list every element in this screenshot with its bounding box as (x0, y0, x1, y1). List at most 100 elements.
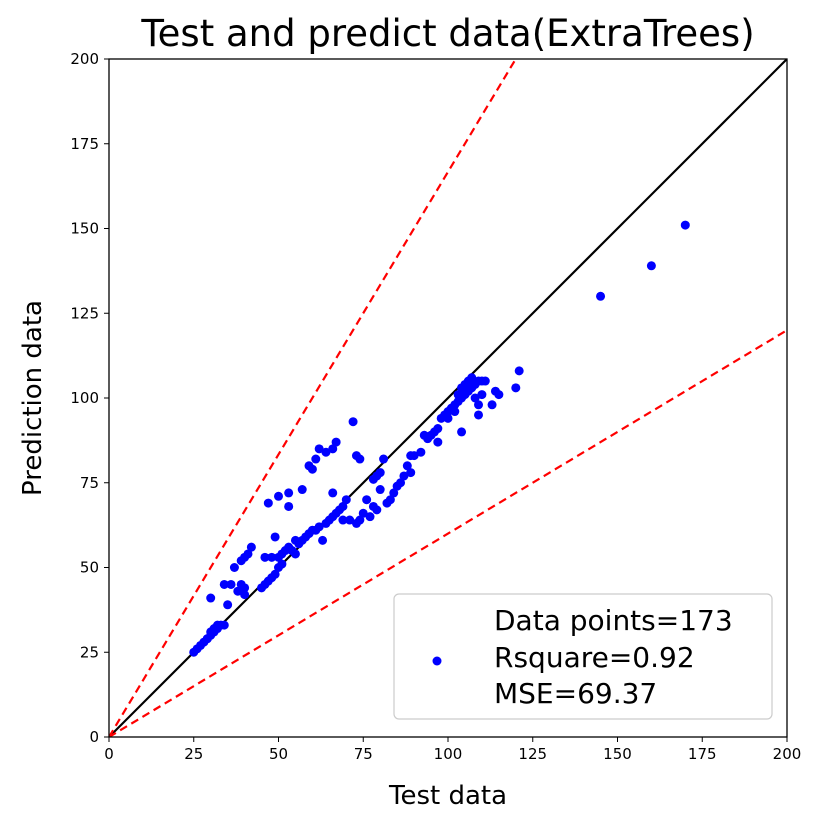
data-point (206, 593, 216, 603)
data-point (372, 505, 382, 515)
data-point (226, 579, 236, 589)
data-point (219, 579, 229, 589)
data-point (311, 454, 321, 464)
data-point (263, 498, 273, 508)
data-point (433, 437, 443, 447)
data-point (379, 454, 389, 464)
y-tick-label: 75 (80, 474, 99, 492)
data-point (402, 461, 412, 471)
chart-title: Test and predict data(ExtraTrees) (140, 12, 754, 55)
data-point (290, 549, 300, 559)
data-points (189, 220, 690, 657)
data-point (240, 583, 250, 593)
data-point (511, 383, 521, 393)
data-point (355, 515, 365, 525)
x-tick-label: 200 (773, 745, 802, 763)
data-point (277, 559, 287, 569)
y-tick-label: 200 (70, 50, 99, 68)
y-tick-label: 25 (80, 643, 99, 661)
data-point (365, 512, 375, 522)
data-point (596, 291, 606, 301)
legend-box (393, 593, 773, 720)
x-tick-label: 0 (104, 745, 114, 763)
data-point (331, 437, 341, 447)
data-point (474, 410, 484, 420)
data-point (338, 515, 348, 525)
y-tick-label: 150 (70, 220, 99, 238)
data-point (267, 552, 277, 562)
x-tick-label: 25 (184, 745, 203, 763)
data-point (328, 488, 338, 498)
data-point (270, 569, 280, 579)
y-tick-label: 0 (89, 728, 99, 746)
data-point (229, 563, 239, 572)
data-point (416, 447, 426, 457)
data-point (467, 373, 477, 383)
x-tick-label: 175 (688, 745, 717, 763)
data-point (396, 478, 406, 488)
data-point (321, 447, 331, 457)
data-point (433, 424, 443, 434)
data-point (290, 535, 300, 545)
data-point (246, 542, 256, 552)
data-point (338, 501, 348, 511)
data-point (348, 417, 358, 427)
data-point (260, 552, 270, 562)
data-point (297, 485, 307, 495)
data-point (240, 590, 250, 600)
lower-bound-line (109, 329, 787, 737)
x-tick-label: 100 (434, 745, 463, 763)
legend-line-2: Rsquare=0.92 (494, 641, 695, 674)
legend-marker (432, 656, 442, 666)
data-point (358, 508, 368, 518)
data-point (474, 400, 484, 410)
data-point (314, 444, 324, 454)
data-point (646, 261, 656, 271)
data-point (470, 393, 480, 403)
y-tick-label: 125 (70, 304, 99, 322)
y-tick-label: 100 (70, 389, 99, 407)
data-point (274, 491, 283, 501)
data-point (514, 366, 524, 376)
data-point (355, 454, 365, 464)
data-point (399, 471, 409, 481)
data-point (409, 451, 419, 461)
data-point (457, 427, 467, 437)
plot-area (109, 59, 787, 737)
data-point (341, 495, 351, 505)
data-point (223, 600, 233, 610)
data-point (453, 390, 463, 400)
plot-frame (108, 58, 788, 738)
data-point (328, 444, 338, 454)
data-point (314, 522, 324, 532)
data-point (406, 468, 416, 478)
data-point (307, 464, 317, 474)
x-tick-label: 50 (269, 745, 288, 763)
data-point (389, 488, 399, 498)
y-tick-label: 175 (70, 135, 99, 153)
legend-line-3: MSE=69.37 (494, 677, 657, 710)
data-point (362, 495, 372, 505)
data-point (443, 413, 453, 423)
data-point (233, 586, 243, 596)
data-point (487, 400, 497, 410)
data-point (480, 376, 490, 386)
data-point (385, 495, 395, 505)
data-point (443, 407, 453, 417)
legend-line-1: Data points=173 (494, 604, 733, 637)
data-point (270, 532, 280, 542)
x-tick-label: 150 (603, 745, 632, 763)
axis-ticks: 0 25 50 75 100 125 150 175 200 0 25 50 75 100 125 150 17… (70, 50, 801, 763)
data-point (450, 407, 460, 417)
legend: Data points=173 Rsquare=0.92 MSE=69.37 (393, 593, 773, 720)
data-point (243, 549, 253, 559)
data-point (375, 485, 385, 495)
x-tick-label: 125 (518, 745, 547, 763)
data-point (202, 634, 212, 644)
x-tick-label: 75 (354, 745, 373, 763)
data-point (219, 620, 229, 630)
data-point (345, 515, 355, 525)
data-point (494, 390, 504, 400)
x-axis-label: Test data (388, 781, 507, 811)
